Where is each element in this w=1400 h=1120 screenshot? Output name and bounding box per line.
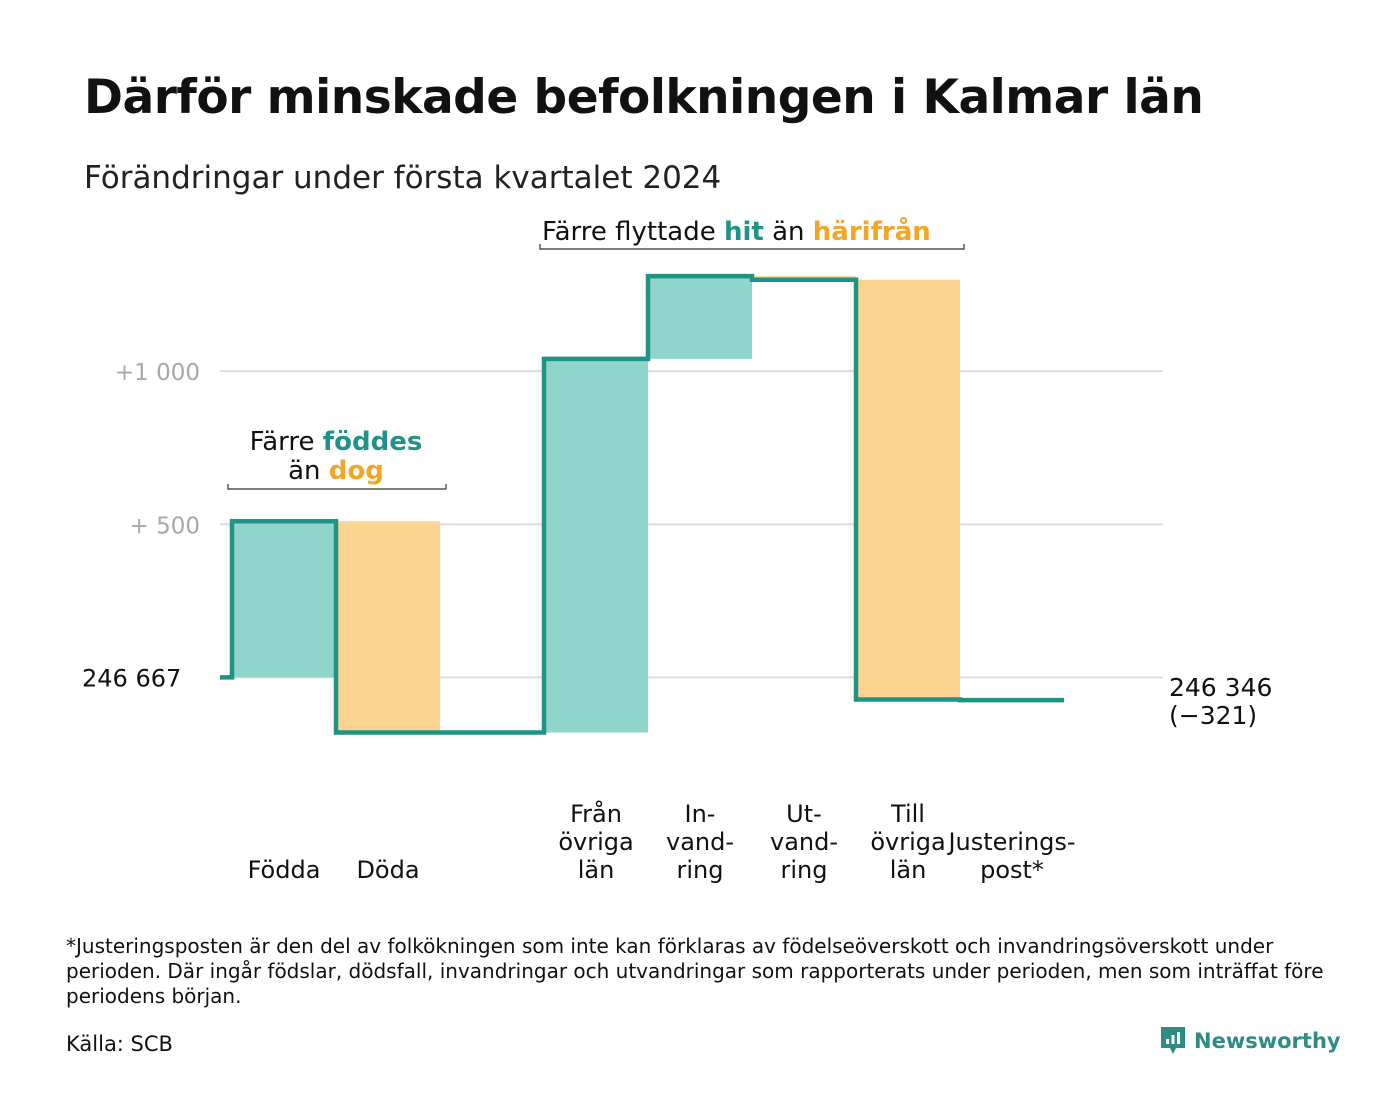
category-label: In- — [685, 800, 716, 828]
end-value-label: (−321) — [1169, 701, 1257, 730]
annotation-part: hit — [724, 217, 764, 247]
annotation-part: dog — [329, 456, 384, 486]
annotation-text: Färre flyttade hit än härifrån — [542, 215, 931, 247]
category-label: Justerings- — [946, 828, 1075, 856]
category-label: Döda — [356, 856, 419, 884]
step-line — [220, 273, 1064, 735]
category-label: övriga — [558, 828, 633, 856]
category-label: Från — [570, 799, 622, 828]
y-axis-ticks: 246 667 + 500 +1 000 — [82, 360, 200, 692]
newsworthy-logo-icon — [1161, 1027, 1185, 1054]
category-label: vand- — [666, 828, 734, 856]
annotation-bracket — [539, 244, 965, 250]
end-value-label: 246 346 — [1169, 673, 1272, 702]
category-labels: Födda DödaFrånövrigalänIn-vand-ringUt-van… — [248, 799, 1076, 884]
category-label: län — [890, 856, 927, 884]
chart-title: Därför minskade befolkningen i Kalmar lä… — [84, 70, 1204, 125]
y-tick-label: 246 667 — [82, 664, 181, 692]
bar-till_ovriga_lan — [856, 279, 960, 700]
bars — [232, 276, 960, 733]
category-label: Till — [890, 800, 925, 828]
annotation-bracket — [227, 484, 447, 490]
category-label: ring — [677, 856, 724, 884]
category-label: Födda — [248, 856, 321, 884]
category-label: vand- — [770, 828, 838, 856]
brand-logo: Newsworthy — [1160, 1026, 1341, 1056]
bar-fran_ovriga_lan — [544, 358, 648, 733]
y-tick-label: +1 000 — [115, 360, 200, 386]
source-label: Källa: SCB — [66, 1032, 173, 1056]
annotation-part: föddes — [323, 427, 423, 457]
footnote: *Justeringsposten är den del av folkökni… — [66, 934, 1324, 1008]
annotation-text: Färre föddes — [250, 427, 423, 457]
bar-fodda — [232, 521, 336, 678]
annotation-part: än — [764, 217, 813, 247]
annotation-part: härifrån — [813, 215, 931, 247]
bar-invandring — [648, 276, 752, 359]
annotation-part: Färre — [250, 427, 323, 457]
annotation-part: än — [288, 456, 329, 486]
annotation-part: Färre flyttade — [542, 217, 724, 247]
category-label: Ut- — [786, 800, 822, 828]
connector-line — [220, 273, 1064, 735]
category-label: övriga — [870, 828, 945, 856]
annotation-text: än dog — [288, 456, 384, 486]
category-label: post* — [980, 856, 1044, 884]
chart-subtitle: Förändringar under första kvartalet 2024 — [84, 160, 722, 196]
end-value: 246 346(−321) — [1169, 673, 1272, 730]
brand-name: Newsworthy — [1194, 1029, 1341, 1053]
category-label: län — [578, 856, 615, 884]
bar-doda — [336, 521, 440, 733]
y-tick-label: + 500 — [130, 513, 200, 539]
category-label: ring — [781, 856, 828, 884]
